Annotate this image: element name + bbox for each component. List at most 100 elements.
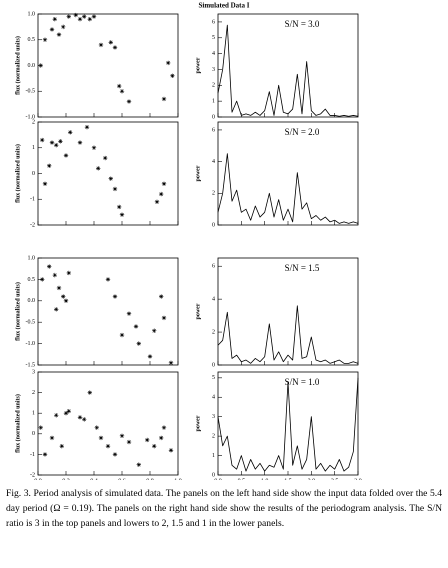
data-point xyxy=(170,73,175,78)
data-point xyxy=(73,12,78,18)
data-point xyxy=(161,315,167,321)
figure-title: Simulated Data I xyxy=(199,2,250,10)
y-tick-label: 0.5 xyxy=(28,277,36,283)
y-axis-label: flux (normalized units) xyxy=(14,144,21,203)
data-point xyxy=(52,16,57,22)
data-point xyxy=(66,408,71,414)
y-axis-label: flux (normalized units) xyxy=(14,36,21,95)
data-point xyxy=(94,425,99,430)
data-point xyxy=(47,264,52,269)
x-tick-label: 0.6 xyxy=(118,478,126,480)
periodogram-line xyxy=(217,305,359,364)
data-point xyxy=(112,186,118,192)
data-point xyxy=(42,181,48,186)
y-tick-label: 0 xyxy=(32,171,35,177)
y-tick-label: 6 xyxy=(212,19,215,25)
y-tick-label: -0.5 xyxy=(26,89,36,95)
data-point xyxy=(56,285,62,291)
data-point xyxy=(87,390,92,395)
panel-frame xyxy=(37,13,179,118)
data-point xyxy=(66,270,71,276)
data-point xyxy=(119,332,125,338)
data-point xyxy=(58,139,63,144)
data-point xyxy=(119,89,125,94)
data-point xyxy=(105,277,111,282)
y-tick-label: -1.5 xyxy=(26,362,36,368)
data-point xyxy=(40,137,45,143)
panel-frame xyxy=(217,13,359,118)
panel-frame xyxy=(217,257,359,366)
data-point xyxy=(63,153,69,158)
data-point xyxy=(161,96,167,102)
data-point xyxy=(42,37,48,42)
y-tick-label: 0.0 xyxy=(28,298,36,304)
y-tick-label: 3 xyxy=(32,369,35,375)
y-tick-label: -1 xyxy=(30,197,35,203)
data-point xyxy=(38,63,43,68)
y-tick-label: 4 xyxy=(212,51,215,57)
x-tick-label: 1.0 xyxy=(261,478,269,480)
data-point xyxy=(59,443,64,449)
caption: Fig. 3. Period analysis of simulated dat… xyxy=(6,488,442,529)
data-point xyxy=(112,294,118,299)
data-point xyxy=(84,124,90,130)
data-point xyxy=(54,307,59,312)
y-axis-label: flux (normalized units) xyxy=(14,394,21,453)
data-point xyxy=(49,435,55,441)
data-point xyxy=(159,435,164,441)
data-point xyxy=(61,24,66,30)
data-point xyxy=(126,99,132,104)
data-point xyxy=(49,27,55,32)
y-tick-label: 0 xyxy=(212,472,215,478)
x-tick-label: 2.0 xyxy=(308,478,316,480)
data-point xyxy=(77,415,83,420)
annotation: S/N = 1.5 xyxy=(285,263,320,273)
data-point xyxy=(117,83,122,89)
y-tick-label: 4 xyxy=(212,297,215,303)
y-tick-label: 1.0 xyxy=(28,11,36,17)
y-tick-label: 0.0 xyxy=(28,63,36,69)
y-tick-label: -1.0 xyxy=(26,114,36,120)
y-tick-label: 0 xyxy=(212,114,215,120)
y-tick-label: -2 xyxy=(30,472,35,478)
y-tick-label: 1 xyxy=(212,99,215,105)
data-point xyxy=(112,452,118,457)
data-point xyxy=(119,212,125,217)
data-point xyxy=(168,448,174,453)
data-point xyxy=(159,294,164,299)
data-point xyxy=(166,60,171,66)
data-point xyxy=(87,16,92,22)
y-tick-label: -0.5 xyxy=(26,320,36,326)
data-point xyxy=(77,16,83,22)
annotation: S/N = 1.0 xyxy=(285,377,320,387)
y-axis-label: power xyxy=(195,165,201,181)
data-point xyxy=(40,277,45,282)
y-tick-label: 2 xyxy=(32,119,35,125)
y-tick-label: -2 xyxy=(30,222,35,228)
data-point xyxy=(61,294,66,299)
panel-frame xyxy=(37,257,179,366)
periodogram-line xyxy=(217,153,359,224)
data-point xyxy=(112,45,118,50)
data-point xyxy=(96,166,101,171)
data-point xyxy=(136,341,141,346)
data-point xyxy=(152,328,157,333)
data-point xyxy=(152,443,157,449)
y-tick-label: 0 xyxy=(212,362,215,368)
data-point xyxy=(47,163,52,168)
y-tick-label: 2 xyxy=(32,390,35,396)
data-point xyxy=(98,42,104,48)
y-tick-label: 1.0 xyxy=(28,255,36,261)
data-point xyxy=(154,199,160,205)
periodogram-line xyxy=(217,24,359,117)
y-tick-label: 2 xyxy=(212,83,215,89)
annotation: S/N = 2.0 xyxy=(285,127,320,137)
data-point xyxy=(145,437,150,443)
data-point xyxy=(98,435,104,441)
y-tick-label: 5 xyxy=(212,375,215,381)
data-point xyxy=(91,145,97,150)
data-point xyxy=(42,452,48,457)
x-tick-label: 1.0 xyxy=(174,478,182,480)
y-tick-label: 3 xyxy=(212,67,215,73)
y-tick-label: 2 xyxy=(212,329,215,335)
